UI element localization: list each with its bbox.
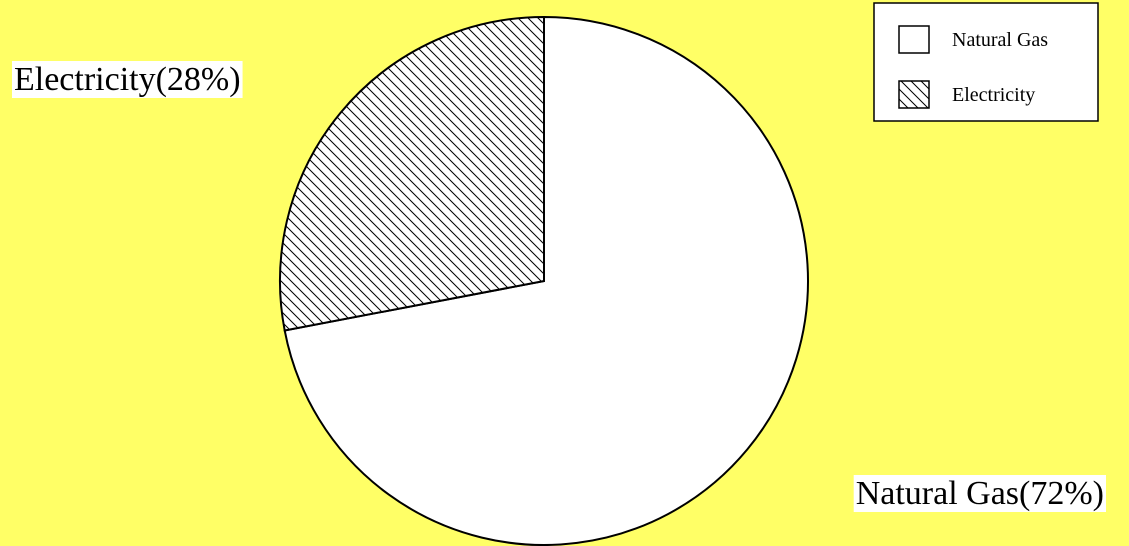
slice-label-electricity: Electricity(28%)	[12, 61, 243, 98]
legend-swatch-natural-gas	[898, 25, 930, 54]
slice-label-natural-gas: Natural Gas(72%)	[853, 475, 1106, 512]
slice-label-background	[853, 475, 1106, 512]
pie-slice-electricity	[279, 15, 545, 332]
legend-swatch-electricity	[898, 80, 930, 109]
pie-slices	[279, 15, 809, 546]
legend-label-electricity: Electricity	[952, 84, 1035, 106]
pie-slice-natural-gas	[283, 15, 809, 546]
slice-label-text: Electricity(28%)	[14, 61, 241, 98]
slice-label-text: Natural Gas(72%)	[856, 475, 1104, 512]
slice-label-background	[12, 61, 243, 98]
legend-label-natural-gas: Natural Gas	[952, 29, 1048, 51]
legend: Natural Gas Electricity	[873, 2, 1099, 122]
slice-labels: Natural Gas(72%) Electricity(28%)	[12, 61, 1106, 512]
